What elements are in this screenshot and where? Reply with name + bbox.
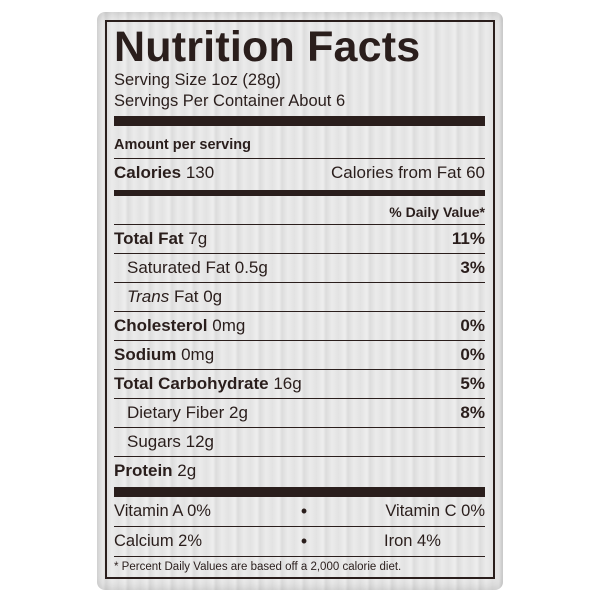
- nutrient-amount: 0mg: [181, 345, 215, 364]
- nutrient-row-sugars: Sugars 12g: [114, 428, 485, 457]
- nutrient-row-protein: Protein 2g: [114, 457, 485, 485]
- bullet-separator: •: [300, 531, 308, 551]
- nutrient-amount: 7g: [188, 229, 208, 248]
- calories-row: Calories 130 Calories from Fat 60: [114, 159, 485, 187]
- vitamin-left: Calcium 2%: [114, 532, 203, 550]
- vitamin-right: Vitamin C 0%: [385, 502, 485, 520]
- nutrient-label: Total Fat: [114, 229, 184, 248]
- daily-value-header-text: % Daily Value*: [389, 204, 485, 220]
- label-title: Nutrition Facts: [114, 23, 421, 71]
- nutrient-row-cholesterol: Cholesterol 0mg 0%: [114, 312, 485, 341]
- nutrient-row-trans-fat: Trans Fat 0g: [114, 283, 485, 312]
- nutrient-amount: 12g: [185, 432, 214, 451]
- daily-value-header: % Daily Value*: [114, 200, 485, 225]
- nutrient-label: Sodium: [114, 345, 177, 364]
- nutrient-dv: 0%: [460, 345, 485, 364]
- calories-from-fat: Calories from Fat 60: [331, 163, 485, 182]
- nutrient-amount: 2g: [229, 403, 248, 422]
- bullet-separator: •: [300, 501, 308, 521]
- nutrient-label: Total Carbohydrate: [114, 374, 269, 393]
- nutrient-row-total-fat: Total Fat 7g 11%: [114, 225, 485, 254]
- nutrient-label: Cholesterol: [114, 316, 208, 335]
- calories-label: Calories: [114, 163, 182, 182]
- nutrient-row-total-carbohydrate: Total Carbohydrate 16g 5%: [114, 370, 485, 399]
- nutrient-amount: 0mg: [212, 316, 246, 335]
- vitamin-row: Calcium 2% • Iron 4%: [114, 527, 485, 557]
- divider-medium: [114, 190, 485, 196]
- nutrient-label: Saturated Fat: [127, 258, 231, 277]
- serving-size: Serving Size 1oz (28g): [114, 71, 281, 89]
- nutrient-label: Protein: [114, 461, 173, 480]
- nutrient-label: Trans: [127, 287, 170, 306]
- divider-thick: [114, 116, 485, 126]
- nutrient-amount: Fat 0g: [173, 287, 223, 306]
- nutrient-row-sodium: Sodium 0mg 0%: [114, 341, 485, 370]
- nutrient-amount: 16g: [273, 374, 302, 393]
- divider-thick: [114, 487, 485, 497]
- calories: Calories 130: [114, 163, 214, 183]
- calories-value: 130: [185, 163, 215, 182]
- nutrient-dv: 8%: [460, 403, 485, 422]
- nutrient-amount: 2g: [177, 461, 197, 480]
- nutrient-dv: 11%: [451, 229, 485, 248]
- nutrient-row-saturated-fat: Saturated Fat 0.5g 3%: [114, 254, 485, 283]
- nutrient-amount: 0.5g: [234, 258, 268, 277]
- amount-per-serving-text: Amount per serving: [114, 137, 251, 153]
- nutrient-dv: 3%: [460, 258, 485, 277]
- vitamin-right: Iron 4%: [384, 532, 441, 550]
- nutrient-row-dietary-fiber: Dietary Fiber 2g 8%: [114, 399, 485, 428]
- vitamin-left: Vitamin A 0%: [114, 502, 211, 520]
- nutrient-dv: 5%: [460, 374, 485, 393]
- nutrient-label: Sugars: [127, 432, 181, 451]
- nutrient-dv: 0%: [460, 316, 485, 335]
- vitamin-row: Vitamin A 0% • Vitamin C 0%: [114, 497, 485, 527]
- servings-per-container: Servings Per Container About 6: [114, 92, 346, 110]
- amount-per-serving: Amount per serving: [114, 132, 485, 159]
- nutrition-label: Nutrition Facts Serving Size 1oz (28g) S…: [105, 20, 495, 579]
- footnote: * Percent Daily Values are based off a 2…: [114, 561, 402, 573]
- nutrient-label: Dietary Fiber: [127, 403, 225, 422]
